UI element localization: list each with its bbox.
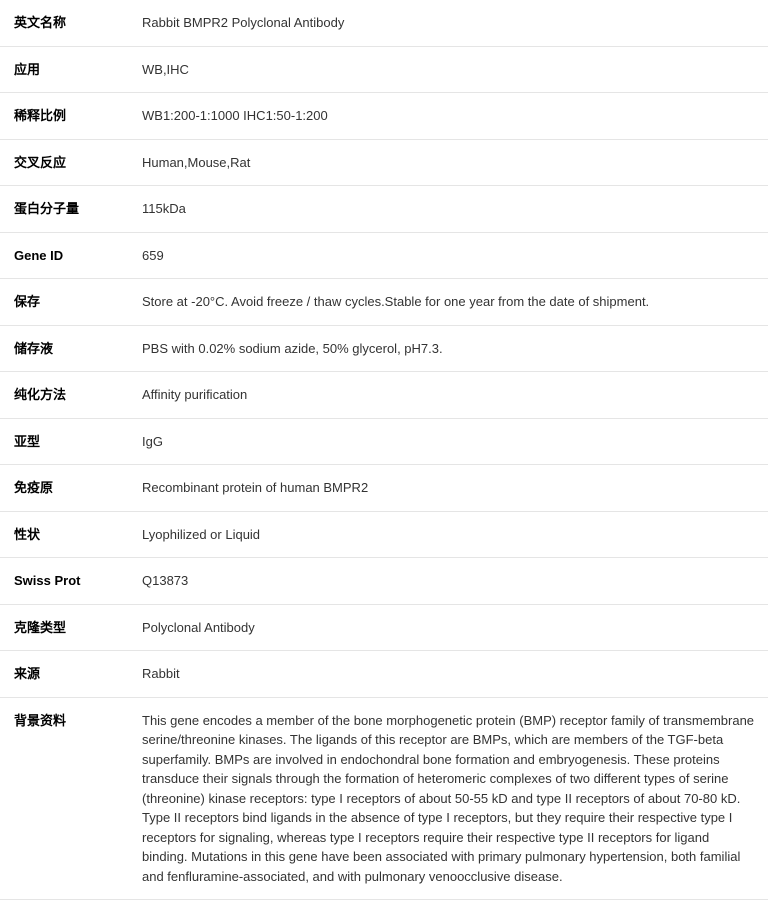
row-value: 115kDa: [128, 186, 768, 233]
table-row: 英文名称Rabbit BMPR2 Polyclonal Antibody: [0, 0, 768, 46]
row-label: Gene ID: [0, 232, 128, 279]
row-label: 纯化方法: [0, 372, 128, 419]
row-label: 英文名称: [0, 0, 128, 46]
row-value: Affinity purification: [128, 372, 768, 419]
row-value: IgG: [128, 418, 768, 465]
row-label: Swiss Prot: [0, 558, 128, 605]
row-label: 免疫原: [0, 465, 128, 512]
row-value: 659: [128, 232, 768, 279]
row-value: Store at -20°C. Avoid freeze / thaw cycl…: [128, 279, 768, 326]
row-value: Recombinant protein of human BMPR2: [128, 465, 768, 512]
row-value: PBS with 0.02% sodium azide, 50% glycero…: [128, 325, 768, 372]
row-value: Human,Mouse,Rat: [128, 139, 768, 186]
spec-table: 英文名称Rabbit BMPR2 Polyclonal Antibody应用WB…: [0, 0, 768, 900]
row-label: 交叉反应: [0, 139, 128, 186]
table-row: 亚型IgG: [0, 418, 768, 465]
table-row: 保存Store at -20°C. Avoid freeze / thaw cy…: [0, 279, 768, 326]
table-row: 蛋白分子量115kDa: [0, 186, 768, 233]
row-label: 背景资料: [0, 697, 128, 900]
table-row: 来源Rabbit: [0, 651, 768, 698]
row-label: 保存: [0, 279, 128, 326]
table-row: 背景资料This gene encodes a member of the bo…: [0, 697, 768, 900]
row-value: WB,IHC: [128, 46, 768, 93]
row-label: 性状: [0, 511, 128, 558]
row-label: 稀释比例: [0, 93, 128, 140]
row-label: 蛋白分子量: [0, 186, 128, 233]
row-value: Rabbit: [128, 651, 768, 698]
row-value: Q13873: [128, 558, 768, 605]
table-row: Gene ID659: [0, 232, 768, 279]
row-label: 克隆类型: [0, 604, 128, 651]
spec-table-body: 英文名称Rabbit BMPR2 Polyclonal Antibody应用WB…: [0, 0, 768, 900]
table-row: 免疫原Recombinant protein of human BMPR2: [0, 465, 768, 512]
row-label: 来源: [0, 651, 128, 698]
table-row: 克隆类型Polyclonal Antibody: [0, 604, 768, 651]
table-row: 性状Lyophilized or Liquid: [0, 511, 768, 558]
row-label: 应用: [0, 46, 128, 93]
row-value: WB1:200-1:1000 IHC1:50-1:200: [128, 93, 768, 140]
table-row: 稀释比例WB1:200-1:1000 IHC1:50-1:200: [0, 93, 768, 140]
table-row: 纯化方法Affinity purification: [0, 372, 768, 419]
row-value: This gene encodes a member of the bone m…: [128, 697, 768, 900]
row-label: 亚型: [0, 418, 128, 465]
table-row: 交叉反应Human,Mouse,Rat: [0, 139, 768, 186]
table-row: Swiss ProtQ13873: [0, 558, 768, 605]
table-row: 应用WB,IHC: [0, 46, 768, 93]
row-value: Rabbit BMPR2 Polyclonal Antibody: [128, 0, 768, 46]
row-label: 储存液: [0, 325, 128, 372]
row-value: Polyclonal Antibody: [128, 604, 768, 651]
row-value: Lyophilized or Liquid: [128, 511, 768, 558]
table-row: 储存液PBS with 0.02% sodium azide, 50% glyc…: [0, 325, 768, 372]
